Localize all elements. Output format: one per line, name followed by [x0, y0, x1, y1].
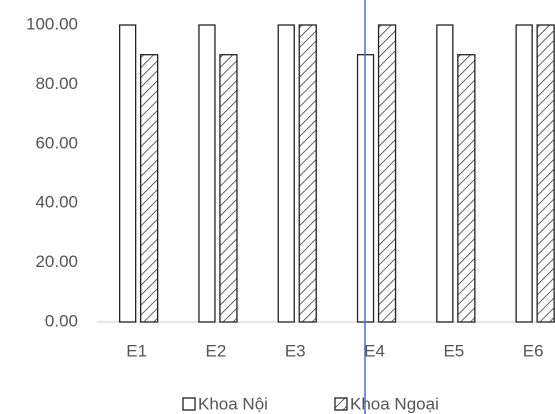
bar — [119, 24, 137, 323]
legend-swatch — [334, 397, 348, 411]
y-tick-label: 80.00 — [35, 74, 78, 93]
bar — [536, 24, 555, 323]
y-tick-label: 0.00 — [45, 311, 78, 330]
bar — [298, 24, 317, 323]
bar — [377, 24, 397, 323]
bar — [277, 24, 295, 323]
y-tick-label: 40.00 — [35, 193, 78, 212]
bar — [436, 24, 454, 323]
x-tick-label: E5 — [443, 341, 464, 360]
legend-swatch — [182, 397, 196, 411]
x-tick-label: E1 — [126, 341, 147, 360]
y-tick-label: 100.00 — [26, 14, 78, 33]
bar — [515, 24, 533, 323]
x-tick-label: E6 — [523, 341, 544, 360]
legend-label: Khoa Ngoại — [350, 394, 439, 413]
x-tick-label: E2 — [206, 341, 227, 360]
x-tick-label: E3 — [285, 341, 306, 360]
bar — [457, 54, 476, 323]
legend-label: Khoa Nội — [198, 394, 268, 413]
bar — [139, 54, 159, 323]
bar — [219, 54, 238, 323]
y-tick-label: 20.00 — [35, 252, 78, 271]
y-tick-label: 60.00 — [35, 133, 78, 152]
x-tick-label: E4 — [364, 341, 385, 360]
bar — [198, 24, 216, 323]
